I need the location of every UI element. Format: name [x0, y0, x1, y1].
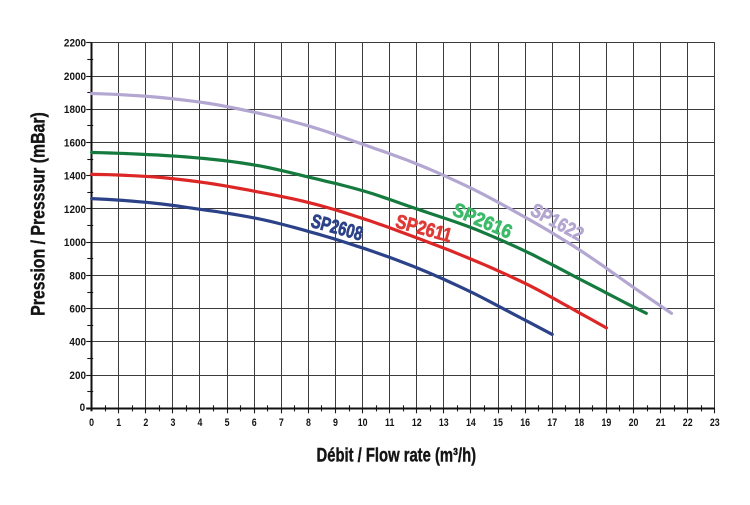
- svg-text:0: 0: [89, 417, 94, 429]
- svg-text:SP1622: SP1622: [527, 199, 587, 245]
- svg-text:2: 2: [143, 417, 148, 429]
- svg-text:1400: 1400: [64, 171, 86, 182]
- svg-text:200: 200: [69, 371, 86, 382]
- svg-text:10: 10: [358, 417, 368, 429]
- svg-text:12: 12: [412, 417, 422, 429]
- svg-text:11: 11: [385, 417, 395, 429]
- svg-text:400: 400: [69, 337, 86, 348]
- svg-text:800: 800: [69, 271, 86, 282]
- svg-text:13: 13: [439, 417, 449, 429]
- svg-text:21: 21: [656, 417, 666, 429]
- svg-text:15: 15: [493, 417, 503, 429]
- svg-text:17: 17: [547, 417, 557, 429]
- svg-text:5: 5: [225, 417, 230, 429]
- svg-text:4: 4: [198, 417, 203, 429]
- svg-text:0: 0: [80, 403, 86, 414]
- svg-text:1200: 1200: [64, 204, 86, 215]
- svg-text:1600: 1600: [64, 138, 86, 149]
- svg-text:1000: 1000: [64, 238, 86, 249]
- svg-text:1800: 1800: [64, 105, 86, 116]
- svg-text:6: 6: [252, 417, 257, 429]
- svg-text:Pression / Presssur (mBar): Pression / Presssur (mBar): [27, 112, 49, 316]
- svg-text:16: 16: [520, 417, 530, 429]
- svg-text:14: 14: [466, 417, 476, 429]
- svg-text:18: 18: [574, 417, 584, 429]
- svg-text:9: 9: [333, 417, 338, 429]
- svg-text:19: 19: [602, 417, 612, 429]
- svg-text:1: 1: [116, 417, 121, 429]
- svg-text:8: 8: [306, 417, 311, 429]
- svg-text:7: 7: [279, 417, 284, 429]
- svg-text:22: 22: [683, 417, 693, 429]
- svg-text:2000: 2000: [64, 72, 86, 83]
- svg-text:20: 20: [629, 417, 639, 429]
- svg-text:23: 23: [710, 417, 720, 429]
- svg-text:2200: 2200: [64, 38, 86, 49]
- svg-text:Débit / Flow rate (m³/h): Débit / Flow rate (m³/h): [317, 445, 477, 466]
- svg-text:3: 3: [170, 417, 175, 429]
- svg-text:600: 600: [69, 304, 86, 315]
